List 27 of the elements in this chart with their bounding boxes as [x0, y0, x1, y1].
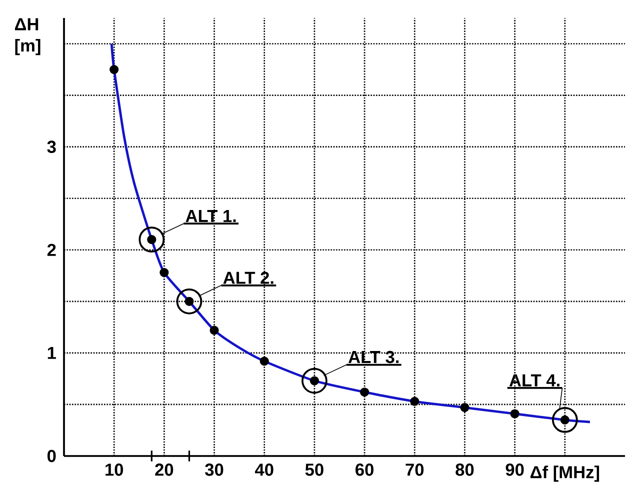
- x-tick-label: 90: [506, 464, 524, 476]
- x-tick-label: 40: [254, 464, 274, 476]
- x-tick-label: 10: [106, 464, 124, 476]
- point: [210, 326, 219, 335]
- point: [410, 396, 420, 406]
- point: [260, 356, 269, 366]
- x-tick-label: 50: [305, 464, 324, 476]
- annotation: ALT 3.: [348, 350, 399, 364]
- x-tick-label: 80: [456, 464, 474, 476]
- x-tick-label: 20: [155, 464, 174, 476]
- x-tick-label: 70: [406, 464, 424, 476]
- y-axis-title: ΔH [m]: [14, 18, 40, 56]
- annotation: ALT 4.: [509, 374, 560, 386]
- y-tick-label: 1: [48, 346, 56, 359]
- point: [160, 268, 169, 278]
- x-tick-label: 30: [205, 464, 224, 476]
- y-tick-label: 2: [47, 244, 56, 256]
- x-axis-title: Δf [MHz]: [530, 466, 600, 482]
- point: [460, 403, 470, 412]
- point: [510, 409, 520, 418]
- point: [110, 64, 119, 74]
- point: [360, 388, 370, 397]
- annotation: ALT 2.: [223, 272, 274, 284]
- x-tick-label: 60: [356, 464, 374, 476]
- y-tick-label: 0: [47, 450, 56, 462]
- annotation: ALT 1.: [186, 210, 236, 222]
- y-tick-label: 3: [47, 140, 56, 153]
